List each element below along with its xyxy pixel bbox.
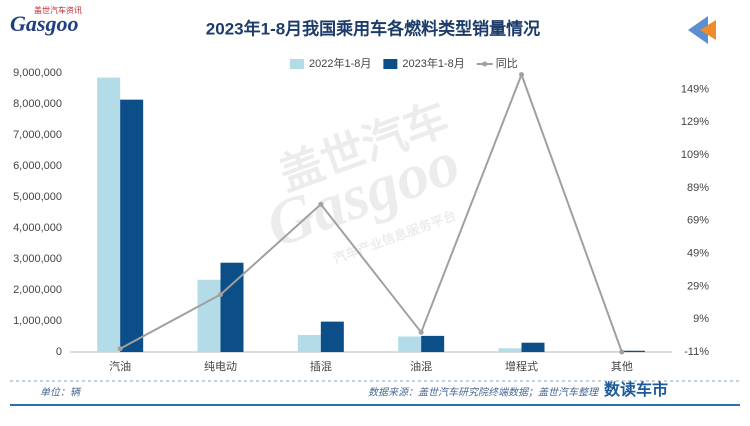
- y-tick-label: 9,000,000: [13, 67, 62, 79]
- line-point: [619, 349, 625, 355]
- x-tick-label: 增程式: [505, 359, 538, 373]
- footer-brand: 数读车市: [604, 380, 668, 399]
- y2-tick-label: 89%: [687, 182, 709, 194]
- y-tick-label: 7,000,000: [13, 129, 62, 141]
- y2-tick-label: 49%: [687, 247, 709, 259]
- bar: [598, 351, 622, 352]
- legend-swatch: [290, 59, 304, 69]
- y-tick-label: 1,000,000: [13, 315, 62, 327]
- line: [119, 71, 623, 353]
- y-tick-label: 0: [56, 346, 62, 358]
- y-tick-label: 2,000,000: [13, 284, 62, 296]
- y2-tick-label: 129%: [681, 116, 709, 128]
- y-tick-label: 8,000,000: [13, 98, 62, 110]
- line-point: [218, 292, 223, 298]
- bar: [220, 262, 244, 352]
- line-point: [318, 201, 324, 207]
- logo-brand: Gasgoo: [10, 11, 78, 36]
- bar: [621, 350, 645, 352]
- bar: [398, 336, 422, 352]
- line-point: [519, 72, 524, 78]
- legend-swatch: [383, 59, 398, 69]
- x-tick-label: 其他: [611, 360, 633, 373]
- line-point: [117, 346, 123, 352]
- chart-title: 2023年1-8月我国乘用车各燃料类型销量情况: [206, 18, 540, 38]
- unit-note: 单位：辆: [40, 387, 82, 399]
- logo-subtitle: 盖世汽车资讯: [34, 5, 82, 15]
- y2-tick-label: 9%: [693, 313, 709, 325]
- bar: [97, 77, 121, 353]
- y-tick-label: 6,000,000: [13, 160, 62, 172]
- bar: [297, 334, 321, 352]
- y-tick-label: 5,000,000: [13, 191, 62, 203]
- legend-swatch: [482, 61, 488, 67]
- x-tick-label: 汽油: [109, 359, 131, 373]
- icon: [688, 16, 708, 44]
- y2-tick-label: 69%: [687, 215, 709, 227]
- source-note: 数据来源：盖世汽车研究院终端数据；盖世汽车整理: [368, 387, 600, 399]
- x-tick-label: 纯电动: [204, 360, 237, 373]
- y2-tick-label: -11%: [684, 346, 709, 358]
- x-tick-label: 油混: [410, 359, 432, 373]
- bar: [197, 279, 221, 352]
- bar: [320, 321, 344, 352]
- bar: [120, 99, 144, 352]
- bar: [421, 335, 445, 352]
- y2-tick-label: 109%: [681, 149, 709, 161]
- y-tick-label: 4,000,000: [13, 222, 62, 234]
- bar: [521, 342, 545, 352]
- legend-label: 2022年1-8月: [309, 56, 371, 70]
- y-tick-label: 3,000,000: [13, 253, 62, 265]
- legend-label: 2023年1-8月: [402, 56, 464, 70]
- bar: [498, 348, 522, 352]
- y2-tick-label: 149%: [681, 83, 709, 95]
- y2-tick-label: 29%: [687, 280, 709, 292]
- x-tick-label: 插混: [310, 359, 332, 373]
- legend-label: 同比: [496, 57, 518, 70]
- icon: [700, 20, 716, 40]
- line-point: [418, 329, 424, 335]
